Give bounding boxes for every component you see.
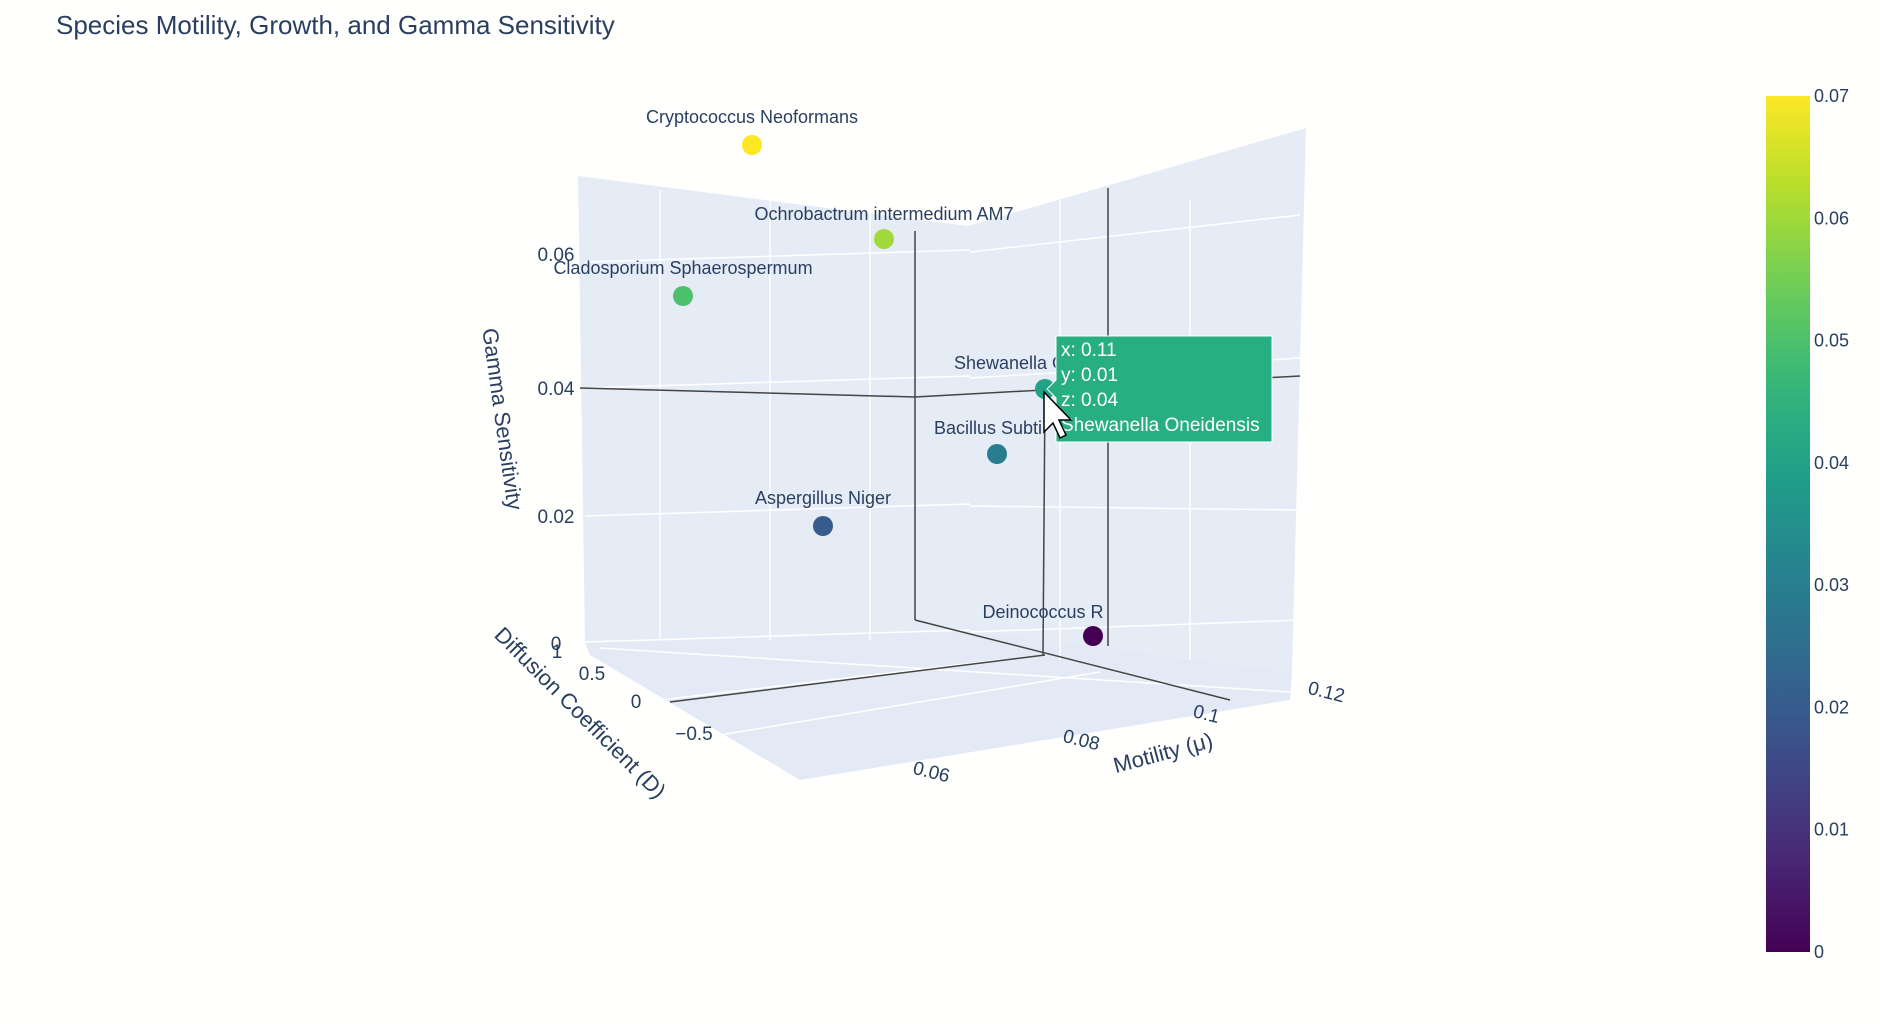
colorbar-tick-label: 0.05 <box>1814 331 1849 351</box>
grid-line-left-wall <box>584 629 971 643</box>
chart-title: Species Motility, Growth, and Gamma Sens… <box>56 10 615 40</box>
grid-line-right-wall <box>969 505 1301 511</box>
data-point[interactable] <box>1083 626 1103 646</box>
colorbar-tick-label: 0.04 <box>1814 453 1849 473</box>
z-tick-label: 0.04 <box>538 379 575 400</box>
point-label: Cryptococcus Neoformans <box>646 107 858 127</box>
back-wall-left <box>578 176 970 642</box>
point-label: Cladosporium Sphaerospermum <box>553 258 812 278</box>
hover-line: y: 0.01 <box>1061 365 1118 386</box>
data-point[interactable] <box>987 444 1007 464</box>
point-label: Deinococcus R <box>982 602 1103 622</box>
colorbar-tick-label: 0 <box>1814 942 1824 962</box>
colorbar-tick-label: 0.06 <box>1814 208 1849 228</box>
spike-line-point <box>1042 389 1046 656</box>
grid-line-left-wall <box>584 249 971 263</box>
data-point[interactable] <box>813 516 833 536</box>
hover-line: Shewanella Oneidensis <box>1061 415 1260 436</box>
colorbar-tick-label: 0.02 <box>1814 697 1849 717</box>
x-tick-label: 0.12 <box>1306 678 1347 707</box>
z-tick-label: 0 <box>551 634 562 655</box>
colorbar <box>1766 96 1810 952</box>
data-point[interactable] <box>1035 379 1055 399</box>
y-tick-label: 0.5 <box>579 664 605 685</box>
grid-line-right-wall <box>969 619 1301 633</box>
hover-line: z: 0.04 <box>1061 390 1118 411</box>
colorbar-tick-label: 0.03 <box>1814 575 1849 595</box>
x-tick-label: 0.06 <box>911 758 952 787</box>
data-point[interactable] <box>742 135 762 155</box>
hover-line: x: 0.11 <box>1061 340 1117 361</box>
grid-line-floor <box>599 647 1291 693</box>
y-tick-label: −0.5 <box>675 724 713 745</box>
point-label: Ochrobactrum intermedium AM7 <box>754 204 1013 224</box>
z-axis-title: Gamma Sensitivity <box>477 326 527 511</box>
colorbar-tick-label: 0.01 <box>1814 820 1849 840</box>
grid-line-right-wall <box>969 214 1301 253</box>
y-tick-label: 1 <box>552 642 563 663</box>
point-label: Aspergillus Niger <box>755 488 891 508</box>
z-tick-label: 0.06 <box>538 245 575 266</box>
points-group: Cryptococcus Neoformans Ochrobactrum inte… <box>553 107 1104 646</box>
axis-line-y <box>669 654 1046 703</box>
hover-tooltip: x: 0.11 y: 0.01 z: 0.04 Shewanella Oneidens… <box>1046 335 1273 443</box>
z-tick-label: 0.02 <box>538 507 575 528</box>
point-label: Bacillus Subti <box>934 418 1042 438</box>
floor-pane <box>585 630 1292 780</box>
spike-line-horizontal <box>579 387 916 398</box>
axis-line-x <box>914 619 1231 701</box>
y-tick-label: 0 <box>631 692 642 713</box>
colorbar-tick-label: 0.07 <box>1814 86 1849 106</box>
grid-line-left-wall <box>584 503 971 517</box>
mouse-cursor-icon <box>1043 390 1073 440</box>
x-axis-title: Motility (μ) <box>1111 727 1216 778</box>
scene-3d: 00.020.040.0610.50−0.50.060.080.10.12Gam… <box>477 128 1347 803</box>
data-point[interactable] <box>673 286 693 306</box>
grid-line-floor <box>719 671 1101 736</box>
grid-line-floor <box>659 659 1001 701</box>
grid-line-left-wall <box>584 375 971 389</box>
point-label: Shewanella O <box>954 353 1066 373</box>
data-point[interactable] <box>874 229 894 249</box>
